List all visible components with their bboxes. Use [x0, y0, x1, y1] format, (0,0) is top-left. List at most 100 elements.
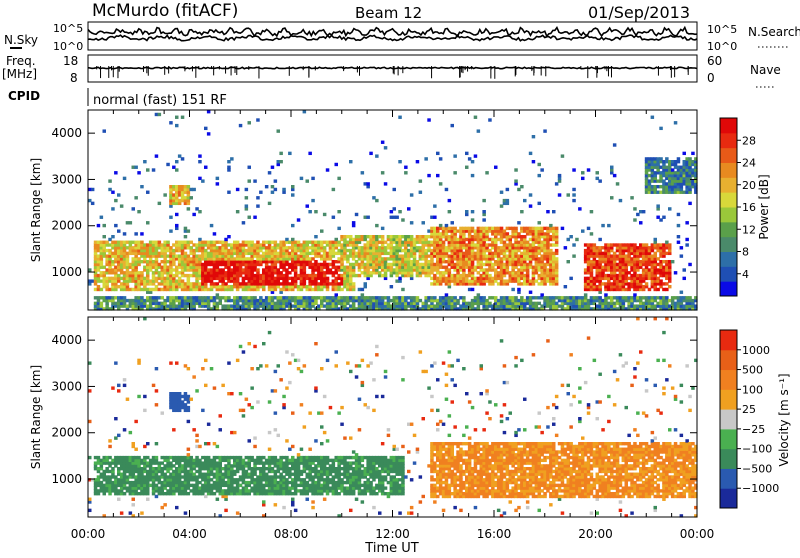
- heatmap-cell: [268, 202, 272, 205]
- heatmap-cell: [427, 118, 431, 121]
- heatmap-cell: [111, 207, 115, 210]
- heatmap-cell: [253, 179, 256, 182]
- heatmap-cell: [213, 232, 217, 235]
- heatmap-cell: [323, 213, 327, 216]
- heatmap-cell: [384, 146, 388, 149]
- heatmap-cell: [366, 216, 370, 219]
- heatmap-cell: [253, 216, 256, 219]
- heatmap-cell: [146, 498, 150, 501]
- heatmap-cell: [540, 168, 544, 171]
- heatmap-cell: [279, 160, 283, 163]
- heatmap-cell: [181, 157, 185, 160]
- heatmap-cell: [181, 116, 185, 119]
- heatmap-cell: [561, 154, 565, 157]
- heatmap-cell: [529, 204, 533, 207]
- y-tick-label: 2000: [51, 219, 82, 233]
- heatmap-cell: [120, 511, 124, 514]
- heatmap-cell: [590, 232, 594, 235]
- heatmap-cell: [439, 157, 443, 160]
- freq-left-label-2: [MHz]: [2, 67, 37, 81]
- cpid-value: normal (fast) 151 RF: [93, 93, 227, 108]
- heatmap-cell: [419, 191, 423, 194]
- heatmap-cell: [337, 227, 341, 230]
- heatmap-cell: [169, 229, 173, 232]
- heatmap-cell: [166, 241, 170, 244]
- heatmap-cell: [436, 152, 440, 155]
- heatmap-cell: [587, 168, 591, 171]
- colorbar-tick-label: 16: [742, 201, 756, 214]
- heatmap-cell: [108, 179, 112, 182]
- colorbar-tick-label: 4: [742, 268, 749, 281]
- heatmap-cell: [390, 285, 394, 288]
- heatmap-cell: [680, 246, 684, 249]
- heatmap-cell: [245, 196, 249, 199]
- heatmap-cell: [134, 420, 138, 423]
- heatmap-cell: [311, 199, 315, 202]
- heatmap-cell: [134, 448, 138, 451]
- heatmap-cell: [424, 157, 428, 160]
- heatmap-cell: [462, 296, 466, 299]
- heatmap-cell: [129, 221, 133, 224]
- heatmap-cell: [352, 282, 356, 285]
- heatmap-cell: [445, 188, 449, 191]
- colorbar-swatch: [720, 177, 737, 192]
- heatmap-cell: [482, 210, 486, 213]
- noise-left-tick-top: 10^5: [53, 22, 83, 35]
- heatmap-cell: [355, 213, 359, 216]
- heatmap-cell: [410, 193, 414, 196]
- heatmap-cell: [117, 229, 121, 232]
- heatmap-cell: [465, 210, 469, 213]
- heatmap-cell: [88, 361, 92, 364]
- colorbar-swatch: [720, 133, 737, 148]
- heatmap-cell: [140, 185, 144, 188]
- heatmap-cell: [332, 216, 336, 219]
- heatmap-cell: [555, 249, 559, 252]
- heatmap-cell: [375, 199, 379, 202]
- heatmap-cell: [123, 232, 127, 235]
- heatmap-cell: [659, 127, 663, 130]
- heatmap-cell: [514, 227, 518, 230]
- heatmap-cell: [248, 166, 252, 169]
- heatmap-cell: [140, 511, 144, 514]
- date-title: 01/Sep/2013: [588, 3, 690, 22]
- heatmap-cell: [564, 246, 568, 249]
- heatmap-cell: [538, 174, 542, 177]
- heatmap-cell: [613, 174, 617, 177]
- heatmap-cell: [152, 168, 156, 171]
- heatmap-cell: [572, 199, 576, 202]
- noise-left-label: N.Sky: [4, 33, 38, 47]
- heatmap-cell: [474, 154, 478, 157]
- heatmap-cell: [192, 188, 196, 191]
- heatmap-cell: [587, 227, 591, 230]
- heatmap-cell: [198, 154, 202, 157]
- heatmap-cell: [192, 213, 196, 216]
- heatmap-cell: [111, 191, 115, 194]
- heatmap-cell: [395, 216, 399, 219]
- heatmap-cell: [175, 160, 179, 163]
- heatmap-cell: [146, 442, 150, 445]
- heatmap-cell: [143, 409, 147, 412]
- heatmap-cell: [326, 168, 330, 171]
- heatmap-cell: [158, 113, 162, 116]
- heatmap-cell: [227, 191, 231, 194]
- heatmap-cell: [404, 166, 408, 169]
- heatmap-cell: [236, 188, 240, 191]
- heatmap-cell: [308, 210, 312, 213]
- heatmap-cell: [134, 166, 138, 169]
- colorbar-swatch: [720, 252, 737, 267]
- heatmap-cell: [190, 196, 194, 199]
- colorbar-swatch: [720, 163, 737, 178]
- heatmap-cell: [282, 188, 286, 191]
- heatmap-cell: [88, 268, 92, 271]
- heatmap-cell: [546, 210, 550, 213]
- power-colorbar-label: Power [dB]: [757, 174, 771, 239]
- heatmap-cell: [514, 179, 518, 182]
- heatmap-cell: [129, 431, 133, 434]
- heatmap-cell: [520, 185, 524, 188]
- noise-left-tick-bottom: 10^0: [53, 40, 83, 53]
- heatmap-cell: [578, 207, 582, 210]
- heatmap-cell: [155, 456, 159, 459]
- heatmap-cell: [88, 420, 92, 423]
- heatmap-cell: [332, 188, 336, 191]
- heatmap-cell: [134, 232, 138, 235]
